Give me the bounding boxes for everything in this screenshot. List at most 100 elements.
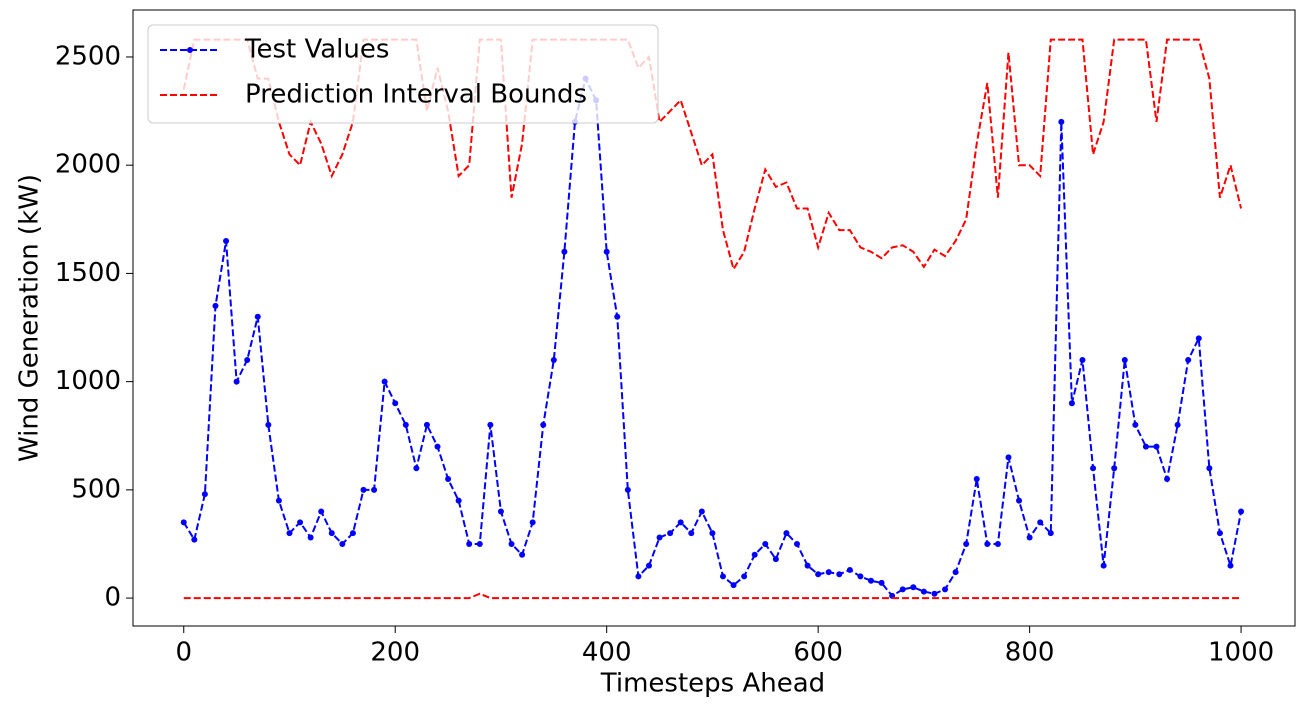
data-point (318, 508, 325, 515)
x-axis-label: Timesteps Ahead (600, 669, 825, 699)
data-point (286, 530, 293, 537)
data-point (254, 313, 261, 320)
data-point (455, 497, 462, 504)
data-point (233, 378, 240, 385)
data-point (529, 519, 536, 526)
data-point (698, 508, 705, 515)
series-line (183, 592, 1242, 600)
data-point (1037, 519, 1044, 526)
data-point (931, 590, 938, 597)
x-tick-label: 1000 (1208, 638, 1274, 668)
data-point (392, 400, 399, 407)
data-point (1005, 454, 1012, 461)
x-tick-label: 400 (582, 638, 632, 668)
y-tick-label: 2500 (55, 41, 121, 71)
data-point (201, 491, 208, 498)
data-point (487, 421, 494, 428)
data-point (360, 486, 367, 493)
data-point (212, 302, 219, 309)
x-tick-label: 800 (1005, 638, 1055, 668)
data-point (434, 443, 441, 450)
data-point (783, 530, 790, 537)
data-point (1079, 356, 1086, 363)
data-point (223, 237, 230, 244)
data-point (1132, 421, 1139, 428)
data-point (508, 540, 515, 547)
data-point (1185, 356, 1192, 363)
data-point (963, 540, 970, 547)
data-point (1090, 465, 1097, 472)
data-point (1153, 443, 1160, 450)
data-point (1227, 562, 1234, 569)
data-point (920, 588, 927, 595)
data-point (1121, 356, 1128, 363)
legend-box (147, 24, 659, 124)
data-point (719, 573, 726, 580)
data-point (244, 356, 251, 363)
data-point (1195, 335, 1202, 342)
legend-label: Prediction Interval Bounds (245, 80, 587, 110)
data-point (677, 519, 684, 526)
data-point (265, 421, 272, 428)
data-point (1238, 508, 1245, 515)
data-point (466, 540, 473, 547)
data-point (540, 421, 547, 428)
data-point (751, 551, 758, 558)
data-point (709, 530, 716, 537)
legend-marker (187, 47, 193, 53)
data-point (497, 508, 504, 515)
data-point (180, 519, 187, 526)
data-point (688, 530, 695, 537)
axes-frame (132, 9, 1296, 627)
data-point (297, 519, 304, 526)
legend-label: Test Values (244, 35, 389, 65)
data-point (339, 540, 346, 547)
data-point (825, 569, 832, 576)
data-point (952, 569, 959, 576)
data-point (603, 248, 610, 255)
data-point (762, 540, 769, 547)
data-point (1111, 465, 1118, 472)
data-point (994, 540, 1001, 547)
data-point (899, 586, 906, 593)
data-point (423, 421, 430, 428)
data-point (519, 551, 526, 558)
data-point (307, 534, 314, 541)
data-point (1016, 497, 1023, 504)
x-tick-label: 0 (175, 638, 192, 668)
data-point (1206, 465, 1213, 472)
data-point (371, 486, 378, 493)
data-point (445, 476, 452, 483)
data-point (836, 571, 843, 578)
y-tick-label: 1500 (55, 258, 121, 288)
data-point (1026, 534, 1033, 541)
data-point (413, 465, 420, 472)
data-point (910, 584, 917, 591)
data-point (550, 356, 557, 363)
x-tick-label: 600 (793, 638, 843, 668)
y-tick-label: 1000 (55, 366, 121, 396)
y-tick-label: 0 (104, 583, 121, 613)
data-point (868, 577, 875, 584)
data-point (878, 579, 885, 586)
data-point (857, 573, 864, 580)
data-point (667, 530, 674, 537)
data-point (635, 573, 642, 580)
data-point (1174, 421, 1181, 428)
y-tick-label: 500 (71, 474, 121, 504)
data-point (772, 556, 779, 563)
data-point (1142, 443, 1149, 450)
data-point (730, 582, 737, 589)
data-point (349, 530, 356, 537)
plot-area (180, 38, 1245, 600)
y-tick-label: 2000 (55, 150, 121, 180)
data-point (1068, 400, 1075, 407)
data-point (328, 530, 335, 537)
x-tick-label: 200 (370, 638, 420, 668)
y-axis-label: Wind Generation (kW) (15, 174, 45, 462)
data-point (973, 476, 980, 483)
data-point (846, 566, 853, 573)
data-point (476, 540, 483, 547)
data-point (624, 486, 631, 493)
